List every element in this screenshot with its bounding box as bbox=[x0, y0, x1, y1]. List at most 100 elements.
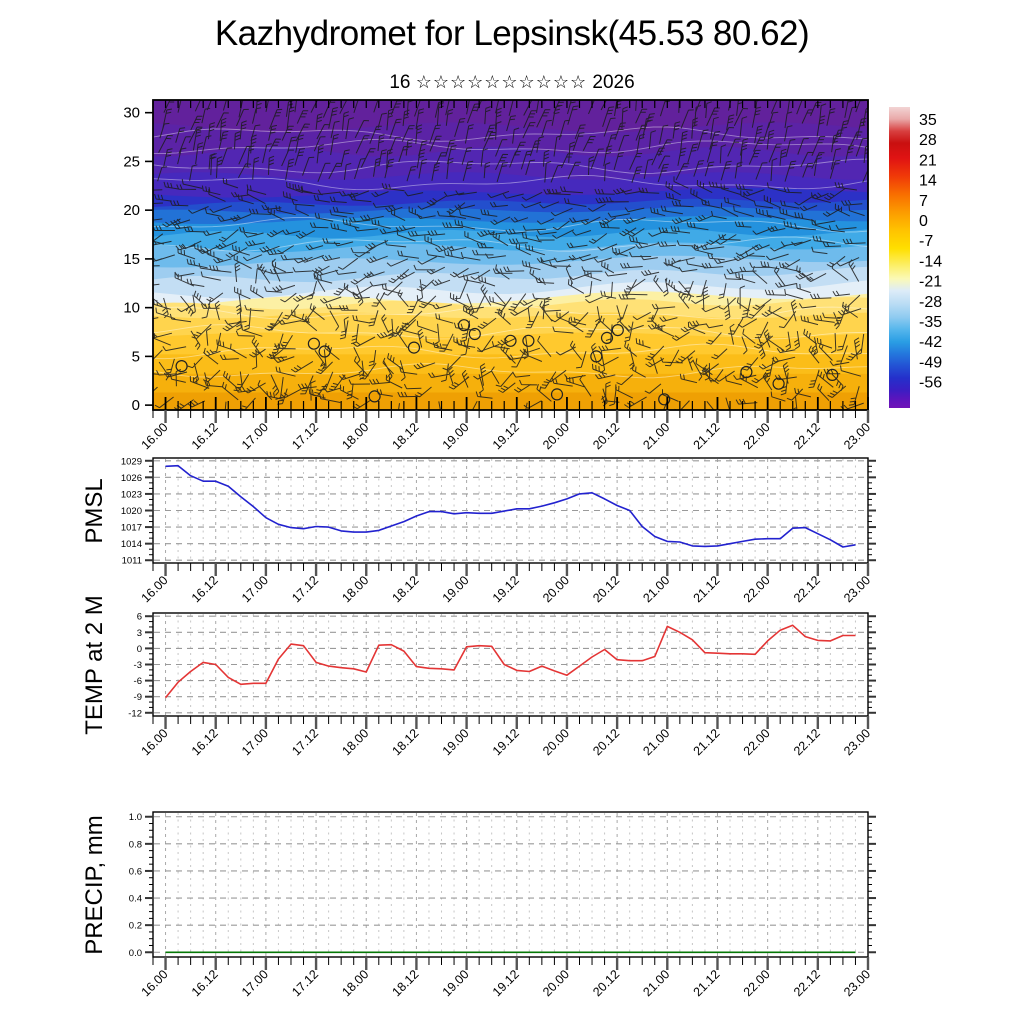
svg-text:21.00: 21.00 bbox=[640, 726, 672, 758]
svg-text:20.12: 20.12 bbox=[590, 420, 622, 452]
svg-text:1017: 1017 bbox=[121, 523, 142, 534]
svg-text:17.00: 17.00 bbox=[239, 967, 271, 999]
svg-text:0.6: 0.6 bbox=[129, 866, 142, 877]
svg-text:-21: -21 bbox=[919, 274, 942, 291]
calm-wind-circle bbox=[590, 350, 603, 363]
svg-text:-6: -6 bbox=[134, 676, 142, 687]
calm-wind-circle bbox=[318, 345, 331, 358]
calm-wind-circle bbox=[826, 368, 839, 381]
svg-text:-7: -7 bbox=[919, 233, 933, 250]
svg-text:28: 28 bbox=[919, 132, 937, 149]
svg-text:15: 15 bbox=[123, 251, 140, 268]
subtitle-year: 2026 bbox=[592, 72, 635, 93]
cross-section-panel: 0 5 10 15 20 25 30 16.00 16.12 17.00 17.12 18.00 18.… bbox=[123, 99, 873, 452]
svg-text:20.00: 20.00 bbox=[540, 726, 572, 758]
svg-text:23.00: 23.00 bbox=[841, 573, 873, 605]
svg-text:20.00: 20.00 bbox=[540, 420, 572, 452]
svg-text:18.00: 18.00 bbox=[339, 967, 371, 999]
svg-text:21.00: 21.00 bbox=[640, 967, 672, 999]
svg-text:0: 0 bbox=[137, 644, 142, 655]
calm-wind-circle bbox=[658, 393, 671, 406]
svg-text:17.12: 17.12 bbox=[289, 967, 321, 999]
svg-text:19.12: 19.12 bbox=[490, 420, 522, 452]
svg-text:25: 25 bbox=[123, 153, 140, 170]
svg-text:-35: -35 bbox=[919, 314, 942, 331]
cross-section-time-axis: 16.00 16.12 17.00 17.12 18.00 18.12 19.00 19.12… bbox=[139, 410, 873, 452]
svg-text:22.12: 22.12 bbox=[791, 573, 823, 605]
svg-text:23.00: 23.00 bbox=[841, 726, 873, 758]
calm-wind-circle bbox=[407, 341, 421, 354]
colorbar: 35 28 21 14 7 0 -7 -14 -21 -28 -35 -42 -49 -56 bbox=[889, 107, 942, 408]
svg-text:18.00: 18.00 bbox=[339, 726, 371, 758]
svg-text:0.2: 0.2 bbox=[129, 921, 142, 932]
svg-text:21.12: 21.12 bbox=[691, 573, 723, 605]
svg-text:6: 6 bbox=[137, 612, 142, 623]
svg-text:16.00: 16.00 bbox=[139, 726, 171, 758]
svg-text:20.00: 20.00 bbox=[540, 967, 572, 999]
svg-text:5: 5 bbox=[132, 348, 140, 365]
svg-text:18.12: 18.12 bbox=[390, 967, 422, 999]
svg-text:20: 20 bbox=[123, 202, 140, 219]
svg-text:1014: 1014 bbox=[121, 539, 142, 550]
svg-text:-42: -42 bbox=[919, 334, 942, 351]
svg-text:-9: -9 bbox=[134, 692, 142, 703]
svg-text:22.00: 22.00 bbox=[741, 967, 773, 999]
svg-text:17.00: 17.00 bbox=[239, 573, 271, 605]
calm-wind-circle bbox=[457, 319, 471, 332]
svg-text:16.12: 16.12 bbox=[189, 573, 221, 605]
svg-text:3: 3 bbox=[137, 628, 142, 639]
pmsl-series-line bbox=[165, 464, 856, 548]
svg-text:18.12: 18.12 bbox=[390, 420, 422, 452]
svg-text:19.12: 19.12 bbox=[490, 967, 522, 999]
subtitle-day: 16 bbox=[389, 72, 411, 93]
svg-text:16.12: 16.12 bbox=[189, 967, 221, 999]
svg-text:35: 35 bbox=[919, 112, 937, 129]
svg-text:20.12: 20.12 bbox=[590, 726, 622, 758]
precip-time-axis: 16.00 16.12 17.00 17.12 18.00 18.12 19.00 19.12… bbox=[139, 957, 873, 999]
svg-text:7: 7 bbox=[919, 193, 928, 210]
svg-text:1020: 1020 bbox=[121, 506, 142, 517]
page-subtitle: 16 ☆☆☆☆☆☆☆☆☆☆ 2026 bbox=[0, 72, 1024, 94]
svg-text:23.00: 23.00 bbox=[841, 420, 873, 452]
svg-text:0: 0 bbox=[919, 213, 928, 230]
page-title: Kazhydromet for Lepsinsk(45.53 80.62) bbox=[214, 14, 810, 53]
svg-text:1029: 1029 bbox=[121, 456, 142, 467]
svg-text:22.12: 22.12 bbox=[791, 420, 823, 452]
svg-text:10: 10 bbox=[123, 300, 140, 317]
svg-text:-28: -28 bbox=[919, 294, 942, 311]
calm-wind-circle bbox=[504, 334, 517, 347]
svg-text:19.00: 19.00 bbox=[440, 420, 472, 452]
svg-text:-12: -12 bbox=[128, 708, 142, 719]
svg-text:20.12: 20.12 bbox=[590, 967, 622, 999]
svg-text:0.0: 0.0 bbox=[129, 948, 142, 959]
calm-wind-circle bbox=[368, 390, 381, 403]
svg-text:19.00: 19.00 bbox=[440, 573, 472, 605]
svg-text:17.00: 17.00 bbox=[239, 420, 271, 452]
wind-barbs bbox=[153, 100, 868, 410]
temp-series-line bbox=[164, 624, 856, 699]
pmsl-time-axis: 16.00 16.12 17.00 17.12 18.00 18.12 19.00 19.12… bbox=[139, 563, 873, 605]
calm-wind-circle bbox=[550, 388, 564, 401]
svg-text:21.00: 21.00 bbox=[640, 420, 672, 452]
precip-panel: 0.0 0.2 0.4 0.6 0.8 1.0 16.00 16.12 17.00 17.12 18… bbox=[129, 811, 876, 999]
calm-wind-circle bbox=[307, 337, 320, 350]
svg-text:0.8: 0.8 bbox=[129, 839, 142, 850]
calm-wind-circle bbox=[611, 324, 624, 337]
svg-text:21: 21 bbox=[919, 152, 937, 169]
svg-text:17.12: 17.12 bbox=[289, 573, 321, 605]
svg-text:23.00: 23.00 bbox=[841, 967, 873, 999]
svg-text:1026: 1026 bbox=[121, 473, 142, 484]
calm-wind-circle bbox=[522, 334, 535, 347]
svg-text:14: 14 bbox=[919, 173, 937, 190]
svg-text:0.4: 0.4 bbox=[129, 894, 142, 905]
svg-text:20.00: 20.00 bbox=[540, 573, 572, 605]
svg-text:16.00: 16.00 bbox=[139, 573, 171, 605]
svg-text:21.00: 21.00 bbox=[640, 573, 672, 605]
svg-text:1023: 1023 bbox=[121, 489, 142, 500]
svg-text:16.12: 16.12 bbox=[189, 420, 221, 452]
temp-panel: -12 -9 -6 -3 0 3 6 16.00 16.12 17.00 17.12 18.00 18.… bbox=[128, 612, 876, 758]
svg-text:18.00: 18.00 bbox=[339, 420, 371, 452]
svg-text:1011: 1011 bbox=[122, 556, 142, 567]
calm-wind-circle bbox=[175, 360, 188, 373]
